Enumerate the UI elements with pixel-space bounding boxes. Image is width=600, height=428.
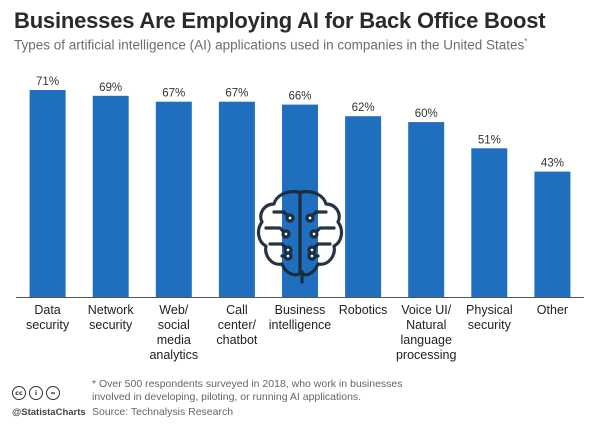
category-label-line: Robotics [339, 303, 388, 317]
footnote: * Over 500 respondents surveyed in 2018,… [92, 378, 403, 403]
category-label-7: Physical security [466, 303, 513, 332]
bar-5[interactable] [345, 116, 382, 297]
bar-3[interactable] [218, 101, 255, 297]
category-label-line: Data [34, 303, 60, 317]
category-label-line: media [157, 333, 191, 347]
category-label-line: security [26, 318, 70, 332]
statista-brand[interactable]: @StatistaCharts [12, 407, 86, 418]
no-derivatives-icon[interactable]: = [46, 386, 60, 400]
value-label-3: 67% [225, 88, 248, 100]
category-label-line: intelligence [269, 318, 332, 332]
value-label-4: 66% [288, 91, 311, 103]
brain-icon-node [285, 213, 295, 223]
category-label-8: Other [537, 303, 568, 317]
chart-title: Businesses Are Employing AI for Back Off… [14, 8, 546, 33]
attribution-icon[interactable]: i [29, 386, 43, 400]
brain-icon-node [307, 251, 317, 261]
category-label-line: Business [275, 303, 326, 317]
bar-8[interactable] [534, 171, 571, 297]
source-note: Source: Technalysis Research [92, 406, 234, 418]
value-label-8: 43% [541, 158, 564, 170]
category-label-2: Web/social media analytics [149, 303, 198, 362]
category-label-5: Robotics [339, 303, 388, 317]
category-label-line: Natural [406, 318, 446, 332]
value-label-6: 60% [415, 108, 438, 120]
bar-0[interactable] [29, 90, 66, 297]
category-label-line: Call [226, 303, 248, 317]
category-label-line: language [400, 333, 451, 347]
category-label-line: chatbot [216, 333, 258, 347]
bar-6[interactable] [408, 122, 445, 297]
brain-icon-stroke [300, 190, 344, 277]
bar-7[interactable] [471, 148, 508, 297]
brain-icon [256, 190, 344, 284]
bars-group [29, 90, 571, 297]
bar-2[interactable] [155, 101, 192, 297]
value-label-7: 51% [478, 134, 501, 146]
category-label-1: Network security [88, 303, 135, 332]
category-label-line: security [468, 318, 512, 332]
category-label-6: Voice UI/Natural language processing [396, 303, 456, 362]
creative-commons-icon[interactable]: cc [12, 386, 26, 400]
brain-icon-node [309, 229, 319, 239]
category-label-line: social [158, 318, 190, 332]
bar-1[interactable] [92, 95, 129, 297]
value-label-1: 69% [99, 82, 122, 94]
value-label-2: 67% [162, 88, 185, 100]
value-label-0: 71% [36, 76, 59, 88]
value-label-5: 62% [352, 102, 375, 114]
brain-icon-node [305, 213, 315, 223]
brain-icon-stroke [256, 190, 304, 277]
chart-subtitle: Types of artificial intelligence (AI) ap… [14, 37, 527, 53]
category-label-line: Network [88, 303, 135, 317]
brain-icon-node [283, 251, 293, 261]
subtitle-text: Types of artificial intelligence (AI) ap… [14, 37, 525, 53]
brain-icon-node [281, 229, 291, 239]
category-label-line: processing [396, 348, 456, 362]
category-label-line: security [89, 318, 133, 332]
category-label-line: center/ [218, 318, 257, 332]
category-label-3: Call center/chatbot [216, 303, 258, 347]
category-label-line: Physical [466, 303, 513, 317]
subtitle-footnote-marker: * [524, 37, 528, 46]
category-label-line: Other [537, 303, 568, 317]
category-label-line: Web/ [159, 303, 188, 317]
category-label-line: analytics [149, 348, 198, 362]
category-label-line: Voice UI/ [401, 303, 452, 317]
category-label-4: Business intelligence [269, 303, 332, 332]
license-icons: cc i = [12, 386, 60, 400]
category-label-0: Data security [26, 303, 70, 332]
